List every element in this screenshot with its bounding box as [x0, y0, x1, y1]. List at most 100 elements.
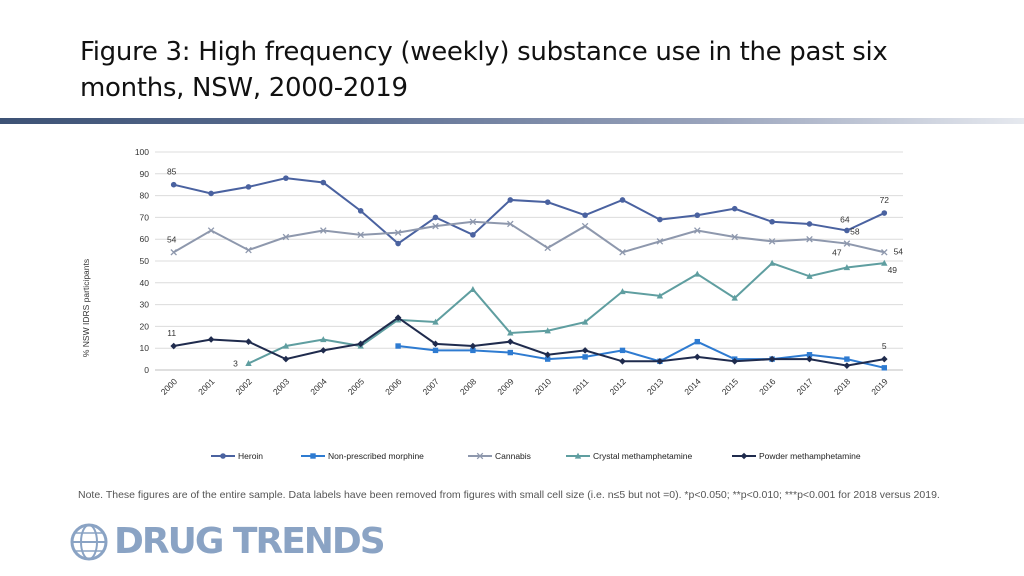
x-marker-stroke — [207, 227, 215, 234]
x-tick-label: 2002 — [233, 376, 254, 397]
data-point-powder-methamphetamine — [768, 355, 776, 363]
data-point-heroin — [657, 216, 663, 223]
x-tick-label: 2017 — [794, 376, 815, 397]
x-tick-label: 2007 — [420, 376, 441, 397]
x-tick-label: 2012 — [607, 376, 628, 397]
data-point-powder-methamphetamine — [432, 340, 439, 348]
data-point-powder-methamphetamine — [619, 357, 626, 365]
data-point-powder-methamphetamine — [806, 355, 813, 363]
data-point-heroin — [806, 221, 813, 227]
data-point-crystal-methamphetamine — [656, 292, 664, 299]
line-chart: 0 10 20 30 40 50 60 70 80 90 100 % NSW IDRS partici… — [81, 147, 904, 397]
y-axis-title: % NSW IDRS participants — [81, 259, 91, 357]
data-point-non-prescribed-morphine — [545, 356, 551, 362]
data-point-non-prescribed-morphine — [619, 347, 626, 354]
x-marker-stroke — [476, 452, 484, 460]
data-label: 72 — [880, 195, 890, 205]
legend-label: Cannabis — [495, 451, 531, 461]
y-tick-label: 40 — [140, 278, 150, 288]
series-heroin: 85 64 72 — [167, 167, 889, 247]
data-point-powder-methamphetamine — [507, 338, 514, 345]
x-marker-stroke — [394, 229, 402, 236]
data-point-heroin — [283, 175, 289, 181]
data-point-cannabis — [656, 238, 664, 245]
data-point-crystal-methamphetamine — [694, 270, 701, 277]
data-point-heroin — [881, 210, 888, 216]
data-point-heroin — [357, 208, 364, 214]
data-point-powder-methamphetamine — [394, 314, 402, 321]
legend-swatch-marker — [310, 453, 316, 459]
data-point-non-prescribed-morphine — [507, 349, 513, 356]
legend-label: Crystal methamphetamine — [593, 451, 693, 461]
x-tick-label: 2003 — [271, 376, 292, 397]
x-tick-label: 2010 — [533, 376, 554, 397]
data-point-cannabis — [768, 238, 776, 245]
legend-item-heroin: Heroin — [210, 449, 263, 463]
series-line-cannabis — [173, 220, 885, 254]
series-crystal-methamphetamine: 3 47 49 — [233, 248, 897, 369]
data-point-powder-methamphetamine — [170, 342, 177, 350]
data-point-non-prescribed-morphine — [881, 365, 887, 371]
x-marker-stroke — [282, 233, 290, 241]
figure-note: Note. These figures are of the entire sa… — [78, 489, 940, 501]
data-point-crystal-methamphetamine — [544, 327, 551, 334]
data-point-powder-methamphetamine — [245, 338, 252, 345]
data-point-cannabis — [357, 231, 364, 239]
data-point-non-prescribed-morphine — [844, 356, 850, 362]
data-point-heroin — [470, 232, 476, 238]
data-point-non-prescribed-morphine — [432, 347, 439, 354]
legend-swatch — [566, 452, 590, 459]
legend-swatch — [732, 452, 756, 460]
data-point-powder-methamphetamine — [207, 336, 215, 343]
series-line-heroin — [173, 177, 885, 245]
data-point-crystal-methamphetamine — [245, 360, 252, 367]
data-point-crystal-methamphetamine — [469, 285, 477, 292]
data-point-crystal-methamphetamine — [843, 264, 851, 271]
data-point-powder-methamphetamine — [694, 353, 701, 361]
data-point-heroin — [619, 197, 626, 203]
data-point-heroin — [208, 190, 214, 197]
legend-label: Heroin — [238, 451, 264, 461]
legend-item-powder-methamphetamine: Powder methamphetamine — [731, 449, 861, 463]
legend-swatch — [301, 453, 325, 459]
series-line-powder-methamphetamine — [173, 316, 885, 367]
x-marker-stroke — [881, 249, 888, 256]
data-point-crystal-methamphetamine — [806, 272, 813, 279]
legend-swatch — [468, 452, 492, 460]
y-tick-label: 70 — [140, 212, 150, 222]
data-point-powder-methamphetamine — [357, 340, 364, 348]
x-marker-stroke — [469, 218, 477, 226]
data-point-heroin — [731, 205, 738, 212]
data-point-cannabis — [170, 249, 177, 256]
legend-swatch-marker — [220, 453, 226, 459]
data-point-non-prescribed-morphine — [395, 343, 401, 349]
data-point-heroin — [170, 181, 177, 188]
x-marker-stroke — [806, 235, 813, 243]
data-point-powder-methamphetamine — [881, 355, 888, 363]
x-marker-stroke — [170, 249, 177, 256]
y-tick-label: 90 — [140, 169, 150, 179]
data-point-cannabis — [731, 233, 738, 241]
data-point-heroin — [507, 197, 514, 203]
x-tick-label: 2015 — [720, 376, 741, 397]
drug-trends-logo: DRUG TRENDS — [70, 522, 386, 562]
data-point-crystal-methamphetamine — [282, 342, 290, 349]
data-point-crystal-methamphetamine — [432, 318, 439, 325]
legend-item-non-prescribed-morphine: Non-prescribed morphine — [300, 449, 424, 463]
data-point-crystal-methamphetamine — [619, 288, 626, 295]
legend-swatch-marker — [476, 452, 484, 460]
data-label: 85 — [167, 167, 177, 177]
data-point-cannabis — [544, 244, 551, 252]
x-marker-stroke — [320, 227, 327, 234]
x-tick-label: 2008 — [458, 376, 479, 397]
data-point-powder-methamphetamine — [843, 362, 851, 369]
data-point-cannabis — [507, 220, 514, 228]
data-point-cannabis — [694, 227, 701, 234]
y-tick-label: 50 — [140, 256, 150, 266]
legend-swatch — [211, 453, 235, 459]
data-point-crystal-methamphetamine — [507, 329, 514, 336]
x-tick-label: 2019 — [869, 376, 890, 397]
x-tick-label: 2000 — [159, 376, 180, 397]
data-point-non-prescribed-morphine — [694, 338, 700, 345]
data-label: 54 — [894, 246, 904, 256]
